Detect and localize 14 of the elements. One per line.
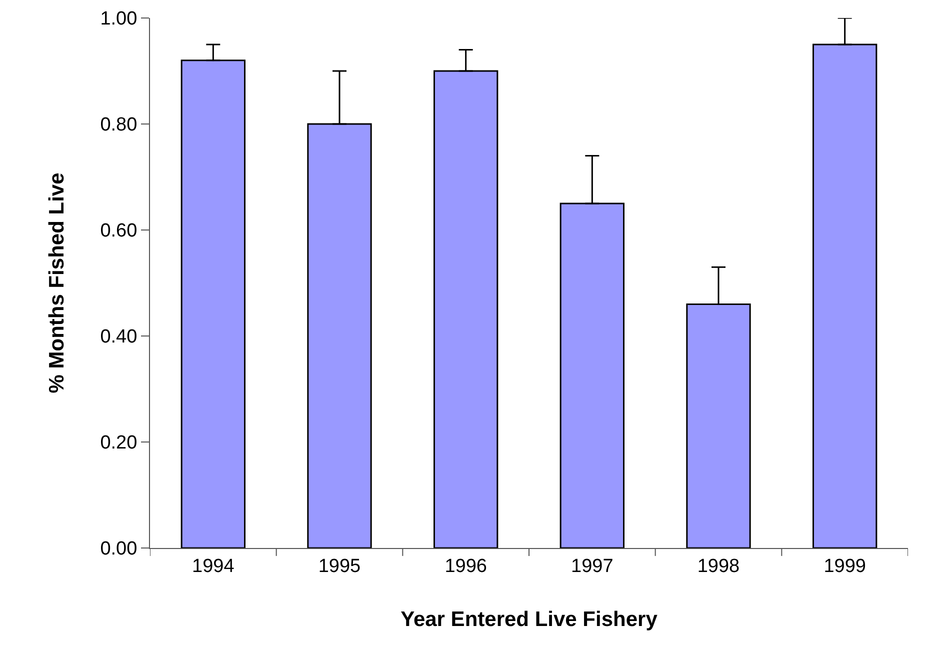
y-tick-label: 0.40 [100,326,138,348]
y-tick-label: 0.20 [100,432,138,454]
x-tick-label: 1995 [318,556,361,577]
y-tick-label: 0.00 [100,538,138,560]
x-tick-label: 1997 [571,556,614,577]
x-tick-label: 1994 [192,556,235,577]
x-tick-label: 1999 [824,556,866,577]
x-tick-label: 1996 [444,556,487,577]
y-axis-title: % Months Fished Live [45,172,68,394]
y-tick-label: 0.60 [100,220,138,242]
y-tick-label: 0.80 [100,114,138,136]
x-axis-title: Year Entered Live Fishery [400,608,658,631]
y-tick-label: 1.00 [100,8,138,30]
x-tick-label: 1998 [697,556,740,577]
